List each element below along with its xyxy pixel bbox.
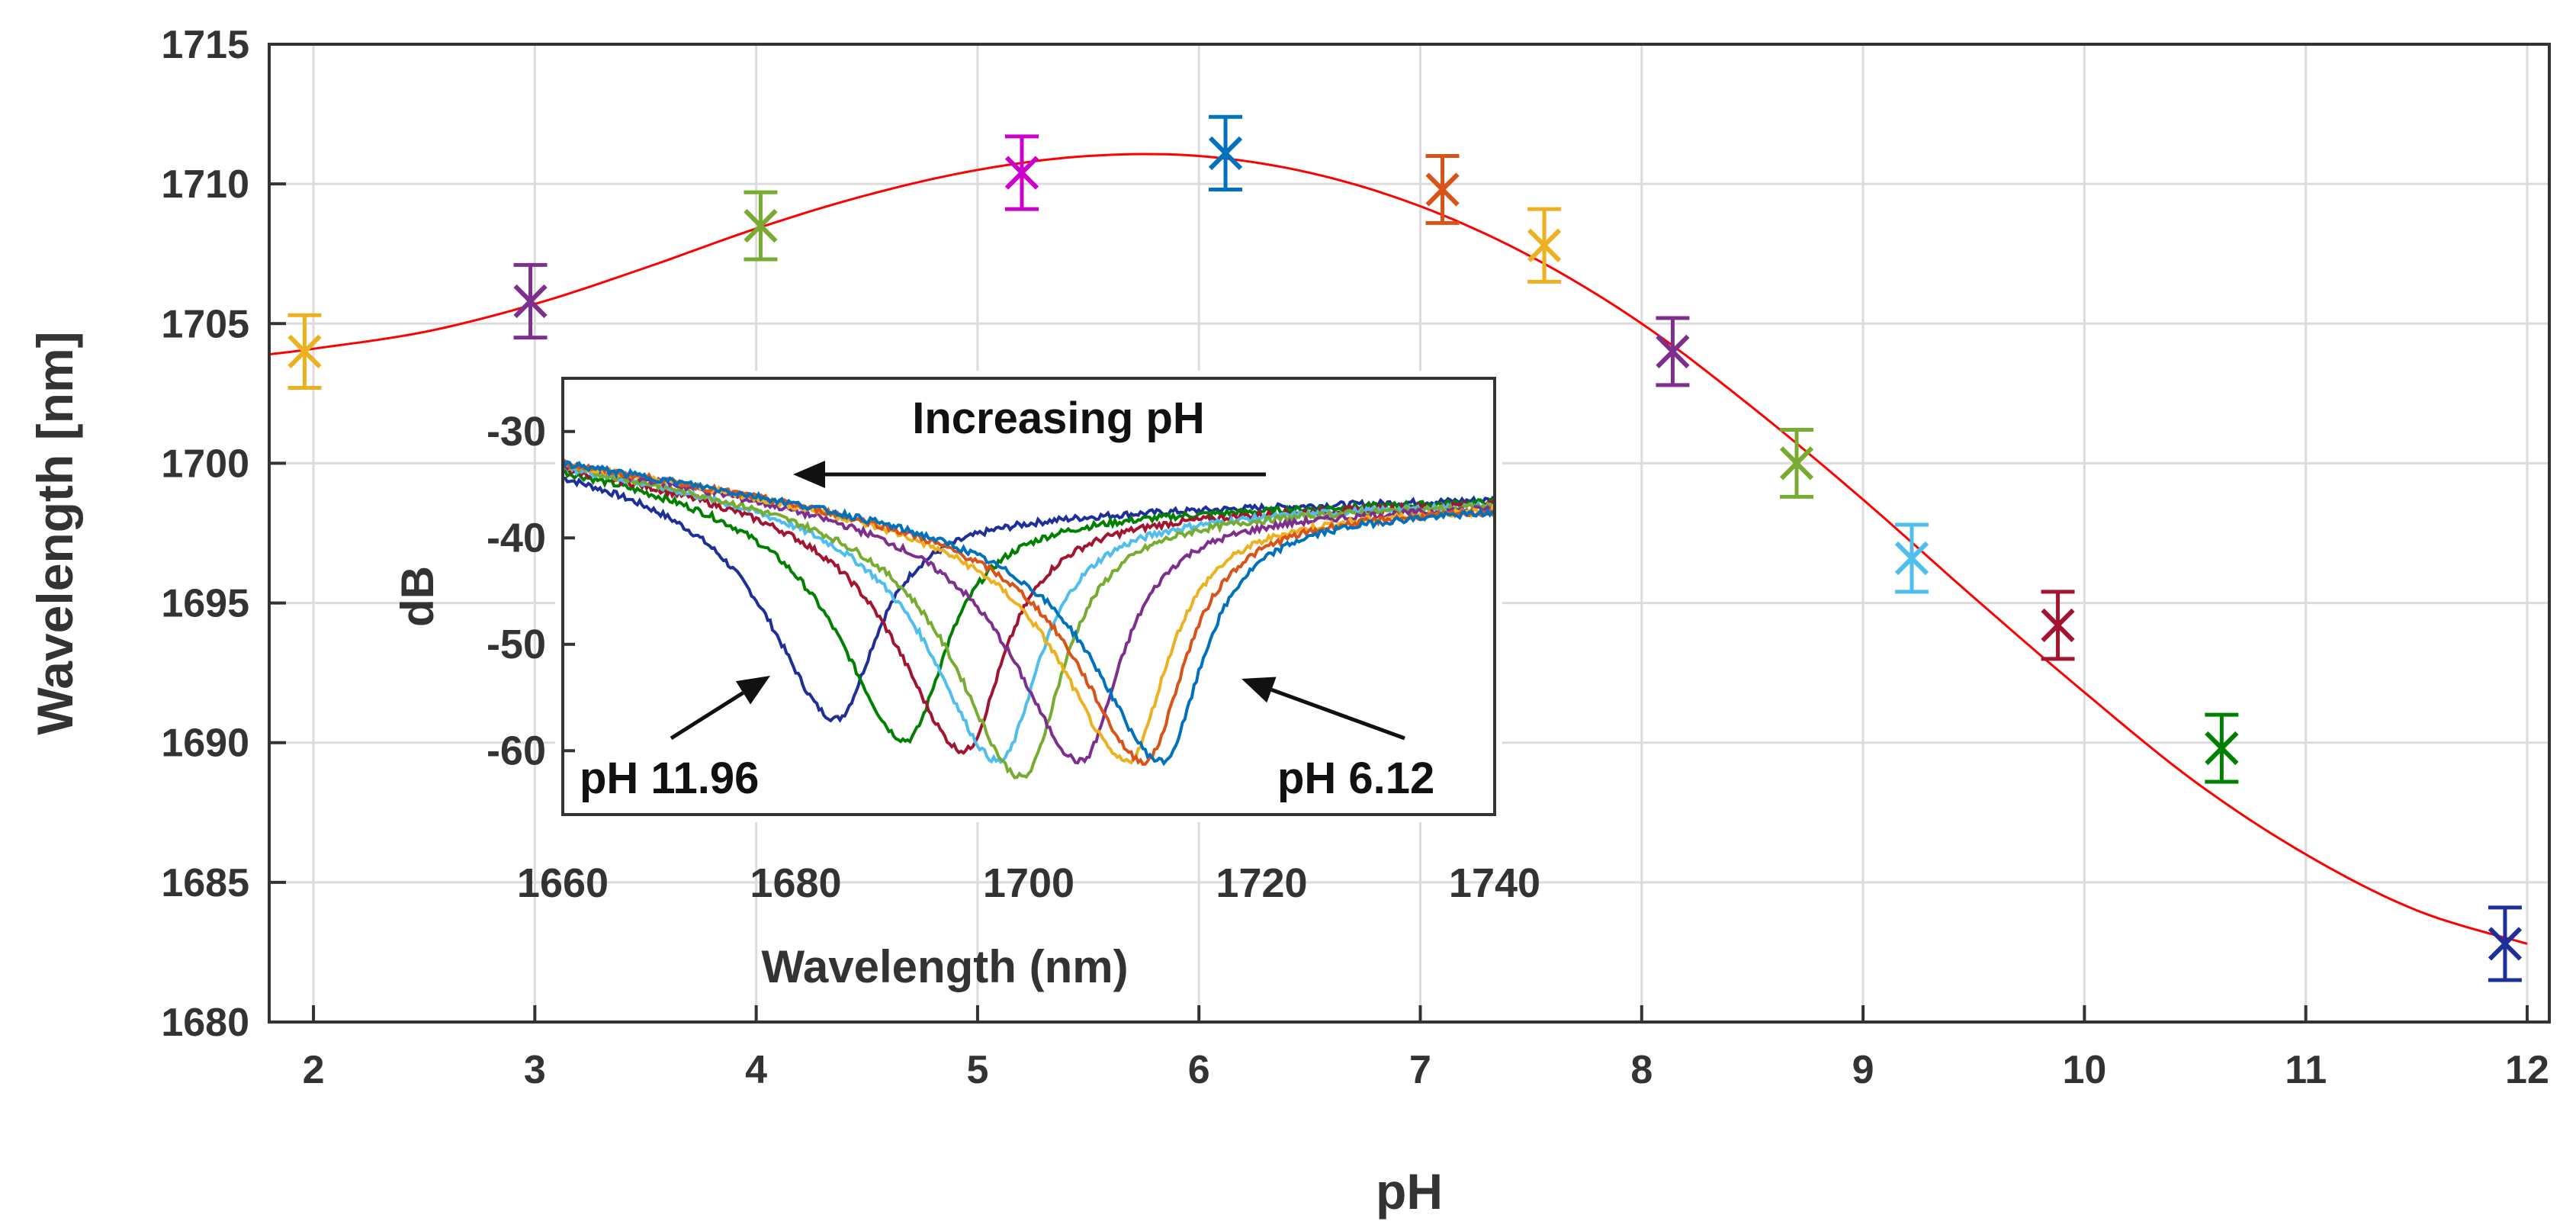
data-point: [1656, 316, 1690, 387]
y-axis-label: Wavelength [nm]: [27, 331, 83, 734]
inset-y-tick-label: -30: [487, 409, 546, 455]
inset-y-tick-label: -50: [487, 622, 546, 667]
data-point: [2488, 905, 2523, 982]
x-tick-label: 10: [2062, 1048, 2106, 1092]
spectrum-line: [561, 468, 1495, 744]
data-point: [287, 313, 322, 391]
marker-x: [1425, 172, 1460, 207]
x-tick-label: 11: [2285, 1048, 2327, 1092]
inset-tick-labels: 1660 1680 1700 1720 1740 -30 -40 -50 -60: [487, 409, 1540, 906]
arrow-ph-high: [670, 676, 770, 741]
inset-x-axis-label: Wavelength (nm): [761, 941, 1128, 992]
y-tick-label: 1705: [161, 302, 249, 346]
annotation-ph-low: pH 6.12: [1277, 754, 1434, 803]
marker-x: [744, 208, 778, 243]
x-tick-label: 4: [745, 1048, 767, 1092]
marker-x: [2205, 731, 2239, 766]
y-tick-label: 1710: [161, 162, 249, 207]
x-tick-label: 2: [303, 1048, 325, 1092]
marker-x: [513, 284, 548, 319]
x-tick-label: 9: [1852, 1048, 1874, 1092]
marker-x: [1656, 334, 1690, 369]
marker-x: [1004, 156, 1039, 190]
annotation-ph-high: pH 11.96: [580, 754, 759, 803]
spectrum-line: [562, 476, 1496, 723]
x-tick-label: 5: [966, 1048, 988, 1092]
inset-x-tick-label: 1740: [1449, 860, 1540, 906]
marker-x: [1527, 228, 1562, 262]
data-point: [1527, 207, 1562, 284]
inset-x-tick-label: 1660: [517, 860, 609, 906]
y-tick-label: 1690: [161, 722, 249, 766]
data-point: [1208, 114, 1243, 191]
marker-x: [2041, 608, 2075, 642]
inset-y-axis-label: dB: [392, 566, 443, 627]
inset-x-tick-label: 1700: [983, 860, 1074, 906]
data-points: [287, 114, 2523, 982]
x-tick-label: 7: [1409, 1048, 1431, 1092]
x-axis-label: pH: [1376, 1163, 1443, 1220]
inset-y-tick-label: -40: [487, 515, 546, 561]
y-tick-label: 1685: [161, 861, 249, 905]
fit-curve-group: [268, 153, 2528, 945]
inset-x-tick-label: 1680: [750, 860, 841, 906]
x-tick-label: 12: [2505, 1048, 2549, 1092]
data-point: [744, 190, 778, 262]
inset-chart: 1660 1680 1700 1720 1740 -30 -40 -50 -60 Wavelen…: [392, 371, 1540, 992]
arrow-ph-low: [1241, 677, 1405, 741]
spectrum-line: [561, 460, 1496, 765]
data-point: [513, 262, 548, 340]
x-tick-label: 8: [1630, 1048, 1653, 1092]
marker-x: [287, 334, 322, 369]
marker-x: [1779, 446, 1814, 481]
inset-spectra: [561, 458, 1496, 779]
data-point: [1779, 427, 1814, 499]
y-tick-label: 1700: [161, 442, 249, 486]
x-tick-label: 6: [1188, 1048, 1210, 1092]
data-point: [1004, 134, 1039, 211]
fit-curve: [268, 153, 2528, 945]
main-plot-frame: [268, 43, 2551, 1024]
spectrum-line: [561, 459, 1495, 767]
data-point: [2041, 590, 2075, 661]
y-tick-label: 1715: [161, 23, 249, 67]
data-point: [2205, 712, 2239, 784]
inset-plot-frame: [561, 377, 1496, 816]
y-tick-label: 1680: [161, 1001, 249, 1045]
x-tick-label: 3: [524, 1048, 546, 1092]
main-tick-labels: 2 3 4 5 6 7 8 9 10 11 12 1680 1685 1690 1695 1700 1705 17…: [161, 23, 2549, 1092]
inset-x-tick-label: 1720: [1216, 860, 1307, 906]
spectrum-line: [561, 464, 1495, 779]
marker-x: [1208, 136, 1243, 170]
marker-x: [1894, 541, 1929, 576]
marker-x: [2488, 927, 2523, 961]
annotation-increasing-ph: Increasing pH: [912, 394, 1205, 443]
data-point: [1425, 154, 1460, 225]
data-point: [1894, 522, 1929, 594]
arrow-increasing-ph: [793, 461, 1266, 488]
annotation-arrows: [670, 461, 1405, 741]
y-tick-label: 1695: [161, 582, 249, 626]
inset-y-tick-label: -60: [487, 728, 546, 773]
